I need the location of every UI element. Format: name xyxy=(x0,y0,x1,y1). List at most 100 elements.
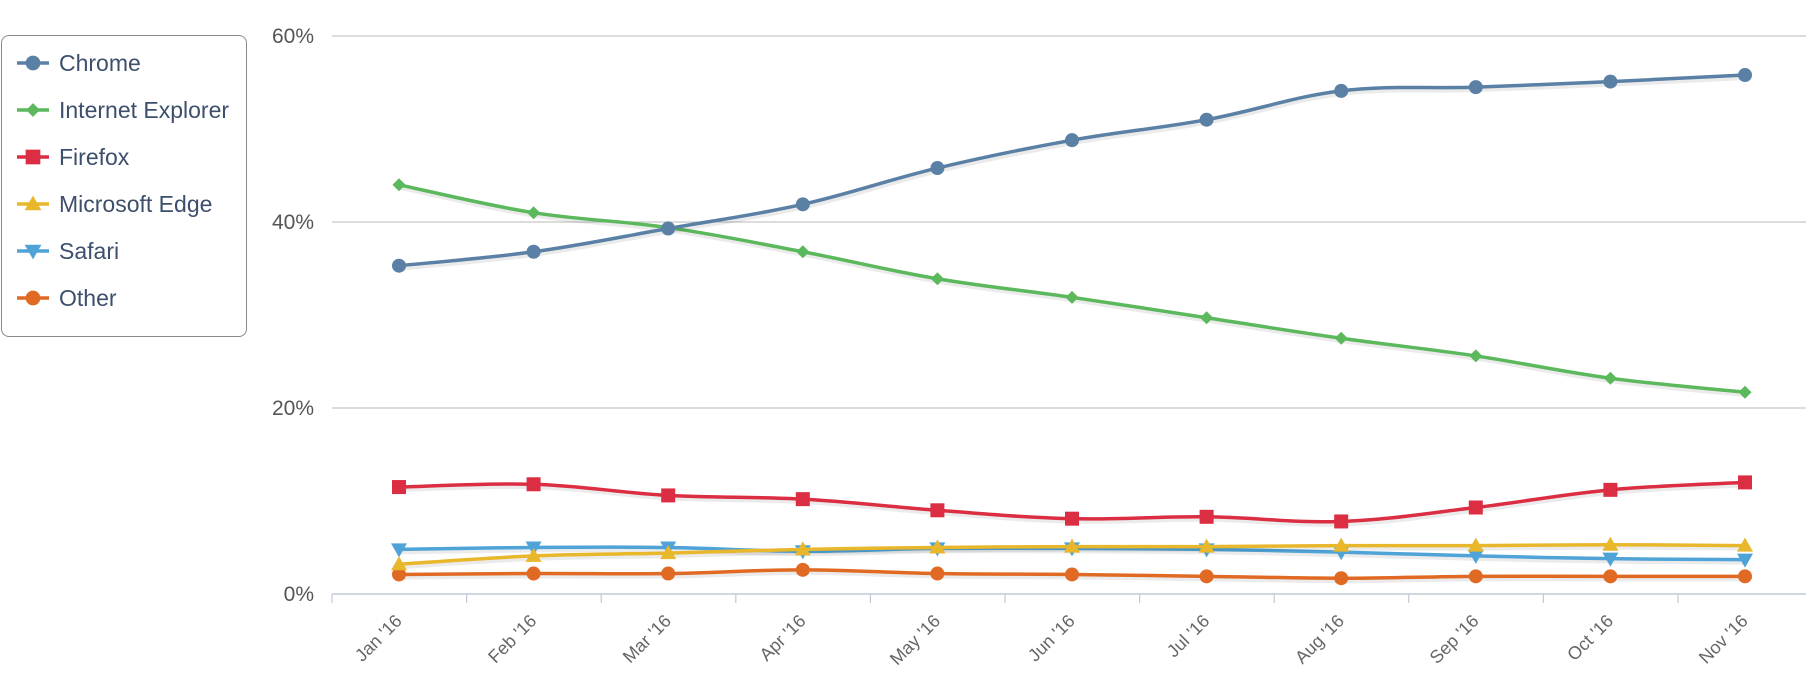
data-point-chrome xyxy=(795,197,810,212)
data-point-microsoft-edge xyxy=(1467,537,1484,552)
legend-item-safari: Safari xyxy=(2,236,242,266)
data-point-internet-explorer xyxy=(392,178,406,192)
x-tick-label: Jan '16 xyxy=(351,611,406,666)
data-point-microsoft-edge xyxy=(929,539,946,554)
series-lines xyxy=(391,68,1753,586)
data-point-microsoft-edge xyxy=(1602,536,1619,551)
data-point-internet-explorer xyxy=(1334,331,1348,345)
legend-item-microsoft-edge: Microsoft Edge xyxy=(2,189,242,219)
data-point-other xyxy=(930,566,945,581)
legend-label: Other xyxy=(59,285,117,311)
legend-item-chrome: Chrome xyxy=(2,48,242,78)
data-point-chrome xyxy=(1065,133,1079,148)
y-axis-ticks: 0% 20% 40% 60% xyxy=(272,25,314,606)
data-point-firefox xyxy=(1468,500,1483,515)
x-axis: Jan '16 Feb '16 Mar '16 Apr '16 May '16 Jun '… xyxy=(331,593,1806,669)
data-point-other xyxy=(1065,567,1079,582)
y-tick-label: 20% xyxy=(272,397,314,420)
legend-symbol-chrome xyxy=(17,55,49,71)
x-tick-label: Apr '16 xyxy=(756,611,810,665)
data-point-safari xyxy=(1602,552,1619,567)
legend-label: Chrome xyxy=(59,50,141,76)
data-point-microsoft-edge xyxy=(1737,537,1753,552)
data-point-chrome xyxy=(392,258,406,273)
data-point-microsoft-edge xyxy=(525,547,542,562)
x-tick-label: Jul '16 xyxy=(1163,611,1214,662)
data-point-firefox xyxy=(1334,514,1349,529)
legend-label: Internet Explorer xyxy=(59,97,230,123)
data-point-chrome xyxy=(1603,74,1618,89)
data-point-firefox xyxy=(661,488,676,503)
y-tick-label: 60% xyxy=(272,25,314,48)
data-point-chrome xyxy=(661,221,676,236)
series-other xyxy=(392,562,1752,586)
legend-symbol-other xyxy=(17,290,49,306)
x-tick-label: Aug '16 xyxy=(1291,611,1348,668)
series-line-chrome xyxy=(398,73,1746,268)
data-point-microsoft-edge xyxy=(1198,538,1215,553)
data-point-chrome xyxy=(1199,112,1214,127)
series-firefox xyxy=(392,475,1752,529)
data-point-other xyxy=(392,567,406,582)
data-point-internet-explorer xyxy=(796,245,810,259)
legend-item-other: Other xyxy=(2,283,242,313)
data-point-other xyxy=(1468,569,1483,584)
data-point-chrome xyxy=(930,161,945,176)
legend: Chrome Internet Explorer Firefox Microsoft … xyxy=(1,35,247,337)
data-point-safari xyxy=(1737,553,1753,568)
data-point-safari xyxy=(1467,549,1484,564)
legend-item-firefox: Firefox xyxy=(2,142,242,172)
data-point-chrome xyxy=(1468,80,1483,95)
y-tick-label: 0% xyxy=(284,583,314,606)
data-point-firefox xyxy=(930,503,945,518)
data-point-chrome xyxy=(1334,83,1349,98)
x-tick-label: May '16 xyxy=(886,611,944,669)
data-point-internet-explorer xyxy=(527,206,541,220)
data-point-internet-explorer xyxy=(930,272,944,286)
x-tick-label: Feb '16 xyxy=(484,611,540,667)
x-tick-label: Oct '16 xyxy=(1563,611,1617,665)
series-microsoft-edge xyxy=(391,536,1753,571)
legend-symbol-firefox xyxy=(17,149,49,165)
data-point-internet-explorer xyxy=(1738,385,1752,399)
data-point-microsoft-edge xyxy=(660,545,677,560)
data-point-other xyxy=(526,566,541,581)
legend-label: Firefox xyxy=(59,144,130,170)
data-point-other xyxy=(795,562,810,577)
grid-lines xyxy=(332,35,1806,409)
data-point-other xyxy=(1334,571,1349,586)
legend-symbol-microsoft-edge xyxy=(17,195,49,211)
data-point-microsoft-edge xyxy=(794,541,811,556)
data-point-internet-explorer xyxy=(1603,371,1617,385)
data-point-other xyxy=(661,566,676,581)
series-line-shadow xyxy=(399,183,1747,398)
data-point-internet-explorer xyxy=(1469,349,1483,363)
series-line-internet-explorer xyxy=(398,183,1746,394)
data-point-chrome xyxy=(1738,68,1752,83)
data-point-other xyxy=(1738,569,1752,584)
x-tick-label: Jun '16 xyxy=(1024,611,1079,666)
data-point-microsoft-edge xyxy=(1333,537,1350,552)
legend-symbol-internet-explorer xyxy=(17,103,49,117)
data-point-firefox xyxy=(1738,475,1752,490)
x-tick-label: Sep '16 xyxy=(1426,611,1483,668)
legend-symbol-safari xyxy=(17,244,49,260)
data-point-internet-explorer xyxy=(1065,290,1079,304)
series-internet-explorer xyxy=(392,178,1752,399)
data-point-firefox xyxy=(392,480,406,495)
data-point-microsoft-edge xyxy=(1064,538,1080,553)
data-point-firefox xyxy=(795,492,810,507)
series-chrome xyxy=(392,68,1752,273)
legend-label: Safari xyxy=(59,238,120,264)
data-point-firefox xyxy=(526,477,541,492)
data-point-firefox xyxy=(1065,511,1079,526)
data-point-firefox xyxy=(1199,509,1214,524)
data-point-internet-explorer xyxy=(1200,311,1214,325)
data-point-chrome xyxy=(526,244,541,259)
data-point-safari xyxy=(391,543,407,558)
x-tick-label: Nov '16 xyxy=(1695,611,1752,668)
y-tick-label: 40% xyxy=(272,211,314,234)
legend-label: Microsoft Edge xyxy=(59,191,213,217)
legend-item-internet-explorer: Internet Explorer xyxy=(2,95,242,125)
